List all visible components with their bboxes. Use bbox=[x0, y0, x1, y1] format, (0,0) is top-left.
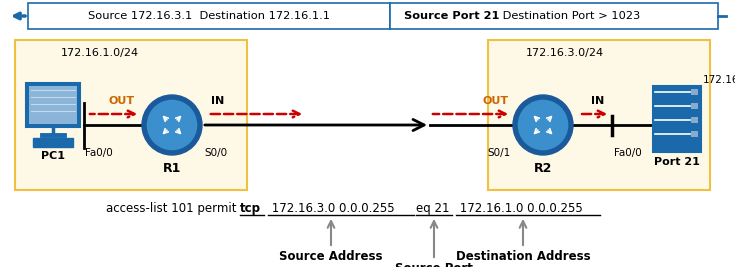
Text: Source Port 21: Source Port 21 bbox=[404, 11, 499, 21]
FancyBboxPatch shape bbox=[28, 3, 390, 29]
Text: Fa0/0: Fa0/0 bbox=[614, 148, 642, 158]
Text: IN: IN bbox=[592, 96, 605, 106]
Text: 172.16.1.0 0.0.0.255: 172.16.1.0 0.0.0.255 bbox=[456, 202, 583, 215]
Text: Destination Port > 1023: Destination Port > 1023 bbox=[499, 11, 640, 21]
FancyBboxPatch shape bbox=[29, 86, 77, 124]
Text: 172.16.3.0 0.0.0.255: 172.16.3.0 0.0.0.255 bbox=[268, 202, 398, 215]
FancyBboxPatch shape bbox=[691, 117, 698, 123]
Text: OUT: OUT bbox=[483, 96, 509, 106]
Text: tcp: tcp bbox=[240, 202, 261, 215]
Text: PC1: PC1 bbox=[41, 151, 65, 161]
Text: R1: R1 bbox=[163, 162, 182, 175]
FancyBboxPatch shape bbox=[33, 138, 73, 147]
Circle shape bbox=[513, 95, 573, 155]
Text: 172.16.1.0/24: 172.16.1.0/24 bbox=[61, 48, 139, 58]
Text: eq 21: eq 21 bbox=[416, 202, 450, 215]
Text: R2: R2 bbox=[534, 162, 552, 175]
Text: 172.16.3.0/24: 172.16.3.0/24 bbox=[526, 48, 604, 58]
Text: Source Port: Source Port bbox=[395, 262, 473, 267]
FancyBboxPatch shape bbox=[691, 131, 698, 137]
Circle shape bbox=[518, 100, 567, 150]
FancyBboxPatch shape bbox=[390, 3, 718, 29]
Text: S0/1: S0/1 bbox=[488, 148, 511, 158]
Text: Source 172.16.3.1  Destination 172.16.1.1: Source 172.16.3.1 Destination 172.16.1.1 bbox=[88, 11, 330, 21]
Circle shape bbox=[142, 95, 202, 155]
Text: Fa0/0: Fa0/0 bbox=[85, 148, 112, 158]
Circle shape bbox=[148, 100, 196, 150]
Text: 172.16.3.1: 172.16.3.1 bbox=[703, 75, 735, 85]
FancyBboxPatch shape bbox=[488, 40, 710, 190]
Text: Destination Address: Destination Address bbox=[456, 250, 590, 263]
FancyBboxPatch shape bbox=[691, 103, 698, 109]
FancyBboxPatch shape bbox=[15, 40, 247, 190]
FancyBboxPatch shape bbox=[653, 86, 701, 152]
Text: Source Address: Source Address bbox=[279, 250, 383, 263]
FancyBboxPatch shape bbox=[691, 89, 698, 95]
Text: access-list 101 permit: access-list 101 permit bbox=[106, 202, 240, 215]
Text: OUT: OUT bbox=[109, 96, 135, 106]
Text: S0/0: S0/0 bbox=[204, 148, 227, 158]
Text: Port 21: Port 21 bbox=[654, 157, 700, 167]
FancyBboxPatch shape bbox=[26, 83, 80, 127]
Text: IN: IN bbox=[212, 96, 225, 106]
